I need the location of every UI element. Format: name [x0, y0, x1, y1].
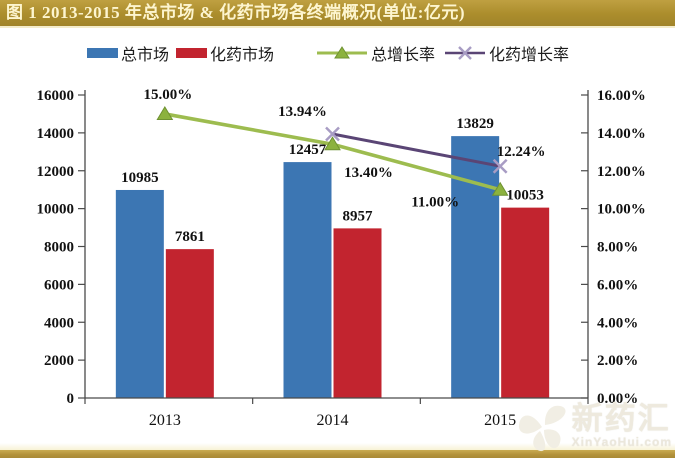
left-axis-tick-label: 6000	[44, 277, 74, 293]
left-axis-tick-label: 2000	[44, 353, 74, 369]
legend-item-chem-market: 化药市场	[176, 41, 274, 65]
figure-title-bar: 图 1 2013-2015 年总市场 & 化药市场各终端概况(单位:亿元)	[0, 0, 675, 28]
x-marker	[325, 126, 340, 142]
bar-chem-2013	[165, 249, 214, 398]
bar-data-label: 10985	[121, 170, 159, 186]
legend-label: 化药增长率	[489, 47, 570, 64]
right-axis-tick-label: 8.00%	[597, 240, 638, 256]
triangle-marker	[491, 181, 509, 196]
right-axis-tick-label: 12.00%	[597, 164, 646, 180]
growth-data-label: 11.00%	[411, 195, 459, 211]
left-axis-tick-label: 10000	[37, 202, 75, 218]
legend-label: 总市场	[121, 47, 170, 64]
legend-swatch-red-bar	[176, 48, 208, 58]
growth-data-label: 13.94%	[278, 104, 327, 120]
watermark-subtext: XinYaoHui.com	[571, 435, 672, 449]
legend-item-chem-growth: 化药增长率	[444, 41, 569, 65]
growth-data-label: 13.40%	[344, 165, 393, 181]
line-triangle-marker-icon	[317, 46, 368, 59]
right-axis-tick-label: 6.00%	[597, 277, 638, 293]
bar-chem-2014	[333, 228, 382, 398]
bottom-glow	[0, 443, 675, 450]
bar-total-2015	[451, 136, 500, 398]
right-axis-tick-label: 10.00%	[597, 202, 646, 218]
x-marker	[492, 158, 508, 174]
figure-title: 图 1 2013-2015 年总市场 & 化药市场各终端概况(单位:亿元)	[6, 3, 466, 22]
x-axis-category-label: 2014	[317, 412, 349, 429]
bar-data-label: 10053	[506, 188, 544, 204]
bar-data-label: 8957	[343, 208, 374, 224]
right-axis-tick-label: 2.00%	[597, 353, 638, 369]
growth-line-total	[164, 112, 501, 192]
right-axis-tick-label: 16.00%	[597, 88, 646, 104]
line-x-marker-icon	[445, 46, 486, 60]
legend-item-total-growth: 总增长率	[316, 41, 435, 65]
left-axis-tick-label: 14000	[37, 126, 75, 142]
bar-total-2014	[283, 162, 332, 398]
left-axis-tick-label: 16000	[37, 88, 75, 104]
bar-data-label: 13829	[456, 116, 494, 132]
left-axis-tick-label: 0	[67, 391, 75, 407]
legend-label: 总增长率	[371, 47, 436, 64]
right-axis-tick-label: 4.00%	[597, 315, 638, 331]
watermark-text: 新药汇	[571, 401, 671, 436]
right-axis-tick-label: 0.00%	[597, 391, 638, 407]
right-axis-tick-label: 14.00%	[597, 126, 646, 142]
bottom-gold-bar	[0, 450, 675, 458]
x-axis-category-label: 2013	[149, 412, 181, 429]
bar-data-label: 12457	[289, 142, 327, 158]
watermark: 新药汇 XinYaoHui.com	[518, 403, 672, 453]
bar-total-2013	[115, 189, 164, 398]
triangle-marker	[324, 136, 341, 151]
xinyaohui-logo-icon	[518, 405, 566, 452]
legend-item-total-market: 总市场	[87, 41, 169, 65]
growth-line-chem	[332, 132, 501, 168]
legend-label: 化药市场	[210, 47, 275, 64]
bar-chem-2015	[501, 207, 550, 398]
chart-legend: 总市场 化药市场 总增长率 化药增长率	[87, 41, 569, 65]
bar-data-label: 7861	[175, 229, 205, 245]
left-axis-tick-label: 4000	[44, 315, 74, 331]
x-axis-category-label: 2015	[484, 412, 516, 429]
left-axis-tick-label: 8000	[44, 240, 74, 256]
legend-swatch-blue-bar	[87, 48, 118, 58]
growth-data-label: 12.24%	[497, 144, 546, 160]
triangle-marker	[156, 105, 174, 120]
left-axis-tick-label: 12000	[37, 164, 75, 180]
growth-data-label: 15.00%	[143, 87, 192, 103]
